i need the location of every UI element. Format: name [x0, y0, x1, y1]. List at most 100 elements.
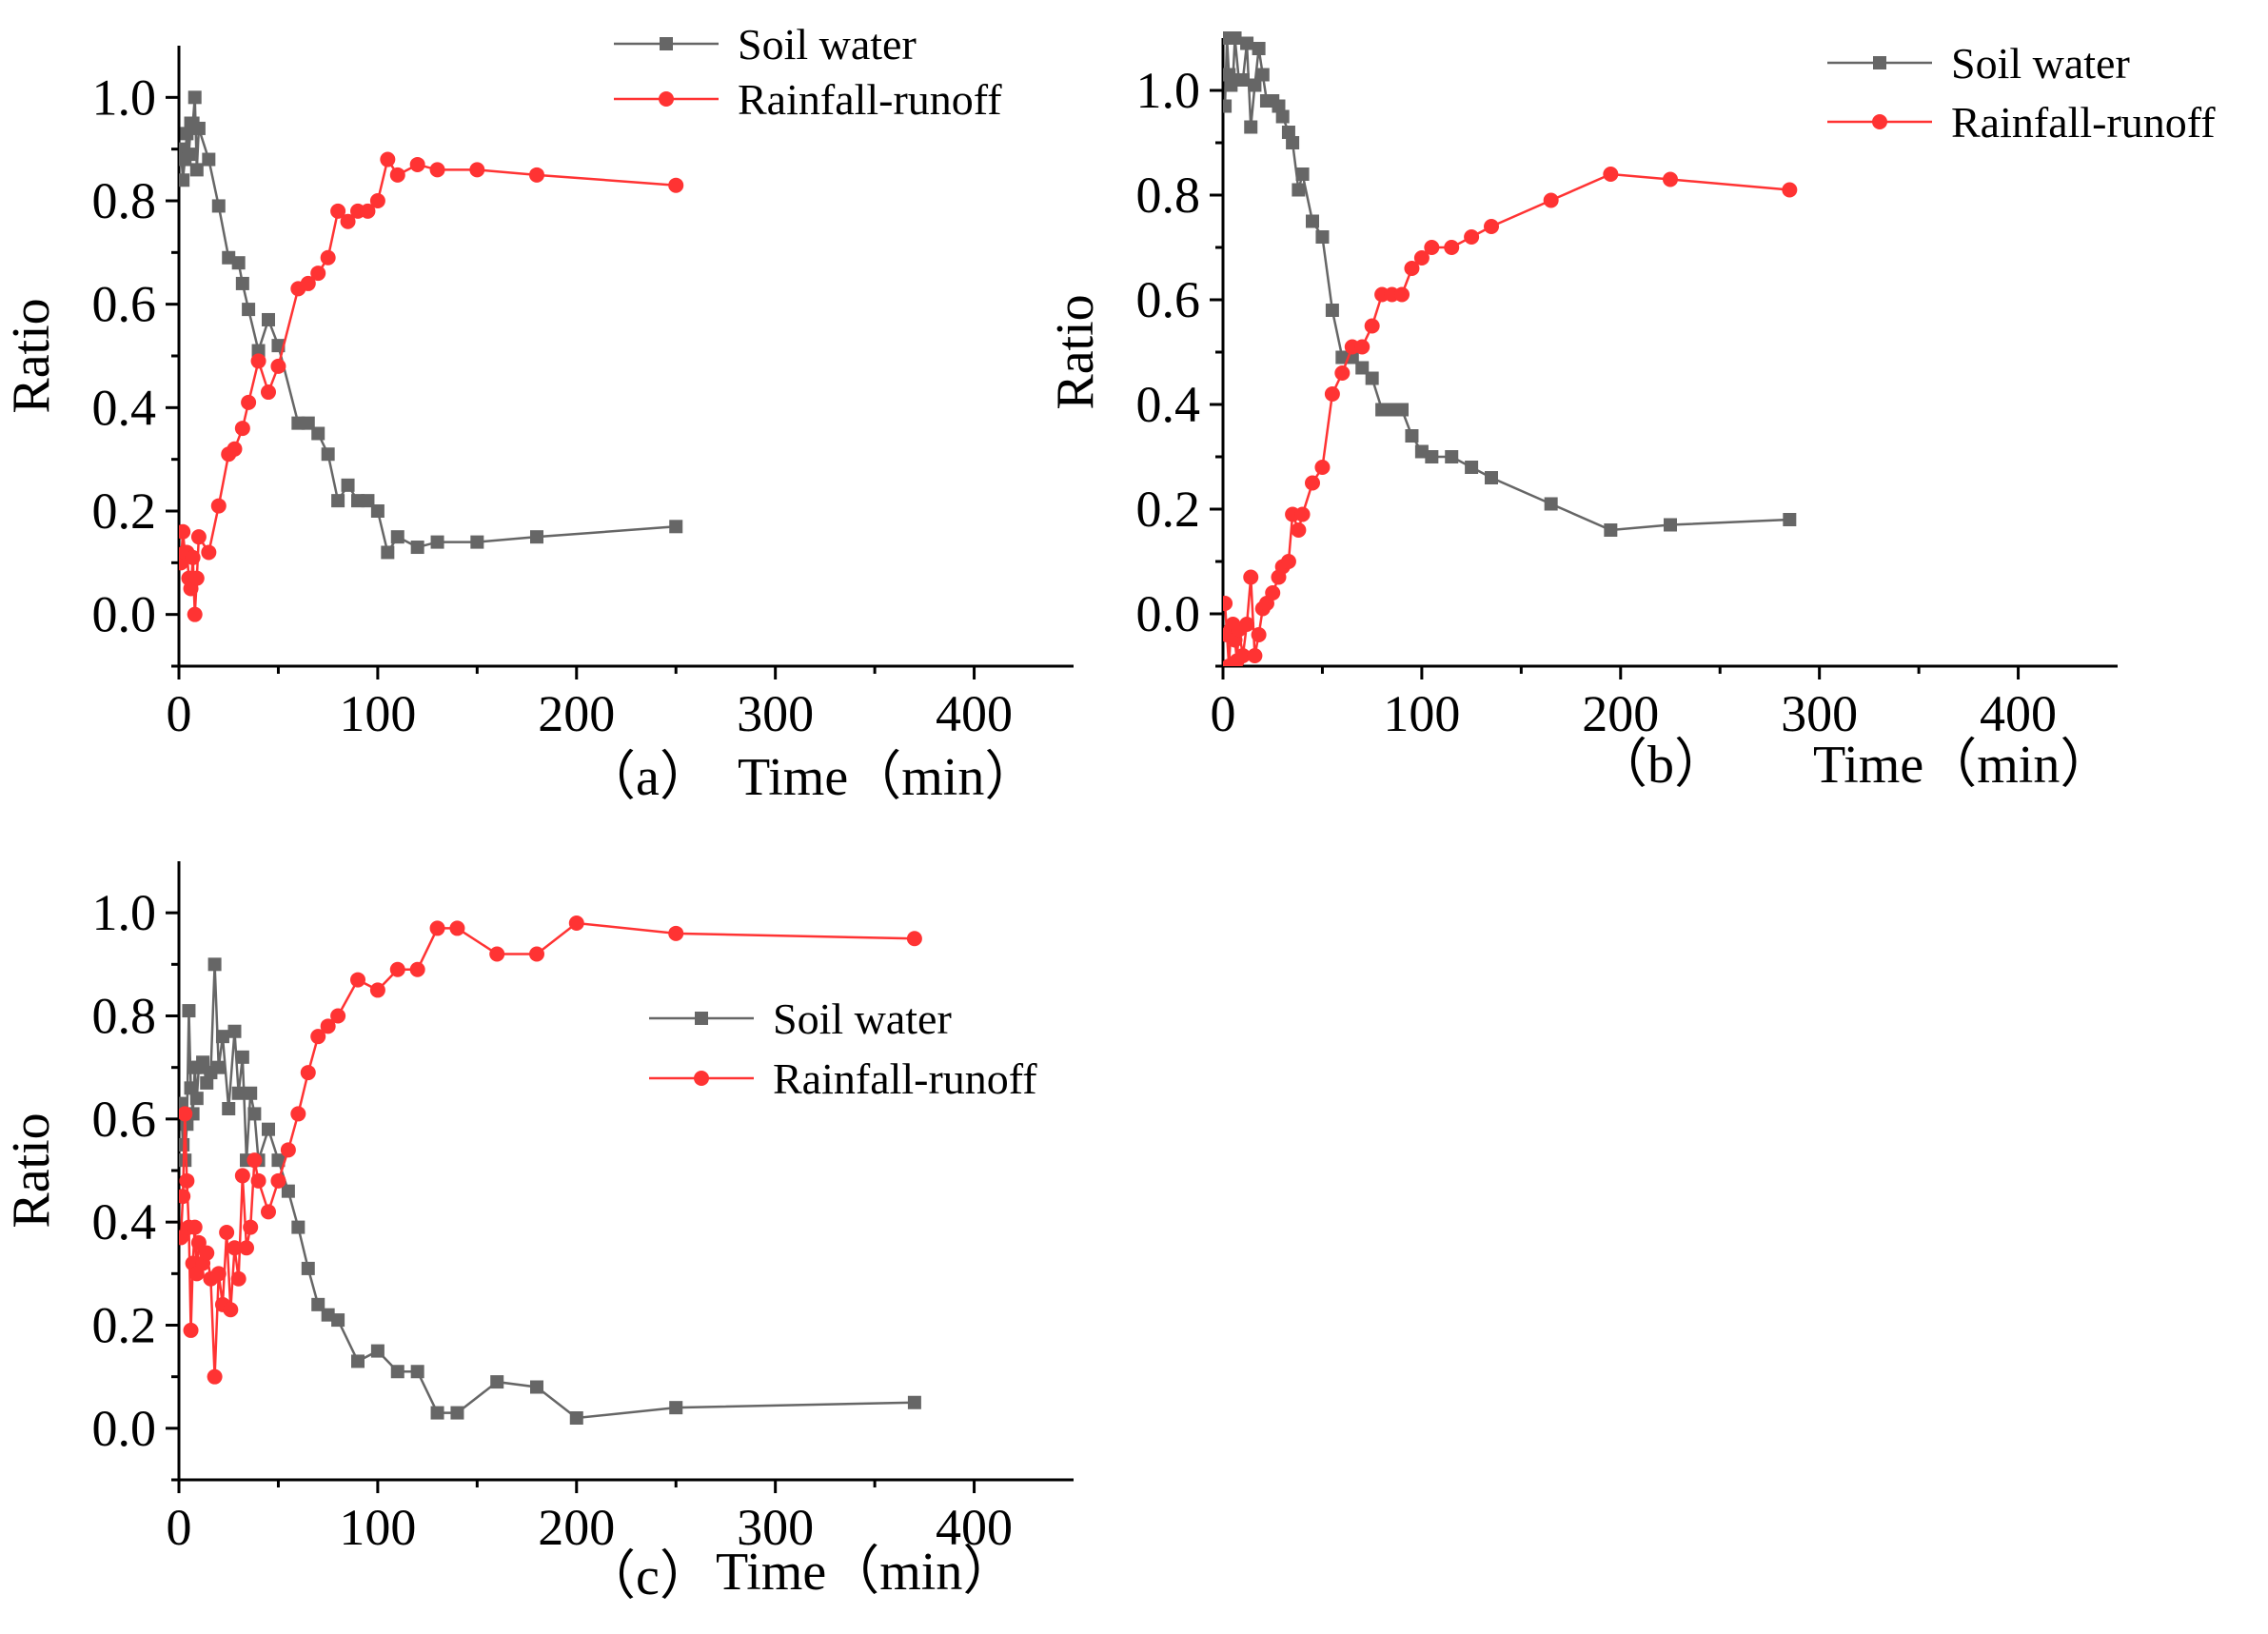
panel-a: 0 100 200 300 400 0.0 0.2 0.4 0.6 0.8 1.0 Ratio Time…	[2, 20, 1074, 807]
data-point	[184, 1081, 198, 1095]
y-axis-title: Ratio	[2, 1112, 61, 1228]
x-axis-title: Time（min）	[716, 1543, 1016, 1602]
y-tick-label: 1.0	[1136, 62, 1201, 119]
data-point	[227, 1240, 243, 1256]
series-rainfall-runoff	[179, 151, 684, 622]
y-axis-title: Ratio	[2, 298, 61, 413]
data-point	[280, 1142, 296, 1158]
data-point	[1234, 648, 1251, 663]
data-point	[320, 249, 336, 266]
panel-label: （c）	[582, 1547, 713, 1606]
data-point	[390, 530, 404, 544]
data-point	[311, 426, 325, 441]
data-point	[262, 1122, 275, 1136]
data-point	[210, 498, 227, 514]
data-point	[300, 275, 316, 291]
series-line	[1223, 172, 1790, 666]
data-point	[361, 494, 375, 508]
data-point	[1265, 585, 1281, 600]
y-tick-label: 0.0	[1136, 585, 1201, 642]
data-point	[1305, 475, 1320, 491]
data-point	[449, 920, 465, 936]
legend-marker	[1873, 56, 1886, 69]
data-point	[251, 344, 266, 358]
data-point	[389, 167, 405, 183]
legend-marker	[694, 1071, 709, 1086]
y-tick-label: 0.8	[92, 172, 157, 229]
panel-c: 0 100 200 300 400 0.0 0.2 0.4 0.6 0.8 1.0 Ratio Time…	[2, 861, 1074, 1606]
data-point	[1223, 99, 1233, 113]
data-point	[270, 358, 286, 374]
data-point	[330, 1008, 346, 1024]
data-point	[271, 1153, 286, 1168]
data-point	[1239, 617, 1255, 632]
data-point	[390, 1365, 404, 1379]
data-point	[207, 1368, 223, 1385]
data-point	[529, 946, 544, 962]
legend-label: Rainfall-runoff	[773, 1054, 1037, 1103]
data-point	[301, 1261, 315, 1275]
data-point	[669, 1401, 683, 1415]
data-point	[340, 213, 356, 229]
y-axis-title: Ratio	[1046, 294, 1105, 409]
data-point	[321, 447, 335, 462]
x-tick-label: 200	[538, 1499, 615, 1556]
data-point	[1365, 371, 1379, 385]
data-point	[179, 173, 190, 187]
data-point	[1424, 240, 1440, 255]
data-point	[1314, 460, 1331, 475]
data-point	[1394, 286, 1410, 303]
data-point	[350, 972, 365, 988]
data-point	[1306, 214, 1319, 228]
data-point	[490, 1375, 504, 1389]
data-point	[310, 1029, 326, 1045]
y-tick-label: 0.0	[92, 586, 157, 643]
series-line	[179, 156, 677, 615]
y-tick-label: 0.6	[1136, 271, 1201, 328]
y-tick-label: 1.0	[92, 69, 157, 126]
y-tick-label: 0.2	[1136, 481, 1201, 538]
panel-label: （b）	[1594, 736, 1727, 795]
data-point	[1404, 261, 1420, 276]
data-point	[529, 167, 544, 183]
y-tick-label: 0.4	[92, 379, 157, 436]
data-point	[291, 1220, 306, 1234]
x-axis-title: Time（min）	[1813, 736, 2113, 795]
data-point	[235, 276, 249, 290]
legend-label: Soil water	[1951, 39, 2130, 88]
data-point	[188, 570, 205, 586]
data-point	[351, 1354, 365, 1368]
data-point	[200, 1075, 214, 1090]
data-point	[211, 199, 226, 213]
data-point	[244, 1086, 258, 1100]
y-tick-label: 1.0	[92, 884, 157, 941]
x-tick-label: 100	[339, 685, 416, 742]
y-tick-label: 0.0	[92, 1400, 157, 1457]
data-point	[1291, 522, 1307, 538]
legend-marker	[695, 1012, 708, 1025]
data-point	[410, 541, 424, 555]
data-point	[189, 163, 204, 177]
data-point	[1325, 304, 1339, 317]
data-point	[370, 504, 385, 518]
data-point	[1663, 171, 1678, 187]
series-line	[1223, 37, 1790, 532]
data-point	[261, 1204, 276, 1220]
data-point	[1354, 339, 1371, 355]
data-point	[1252, 42, 1266, 55]
data-point	[227, 441, 243, 457]
data-point	[234, 421, 250, 437]
data-point	[1425, 450, 1439, 463]
x-tick-label: 400	[936, 1499, 1013, 1556]
data-point	[380, 151, 396, 167]
data-point	[360, 203, 376, 219]
x-tick-label: 400	[1980, 685, 2057, 742]
data-point	[231, 256, 246, 270]
legend-label: Soil water	[773, 994, 952, 1043]
data-point	[1243, 569, 1259, 585]
data-point	[330, 203, 346, 219]
x-tick-label: 100	[339, 1499, 416, 1556]
data-point	[241, 394, 257, 410]
data-point	[1240, 36, 1254, 50]
data-point	[389, 961, 405, 977]
